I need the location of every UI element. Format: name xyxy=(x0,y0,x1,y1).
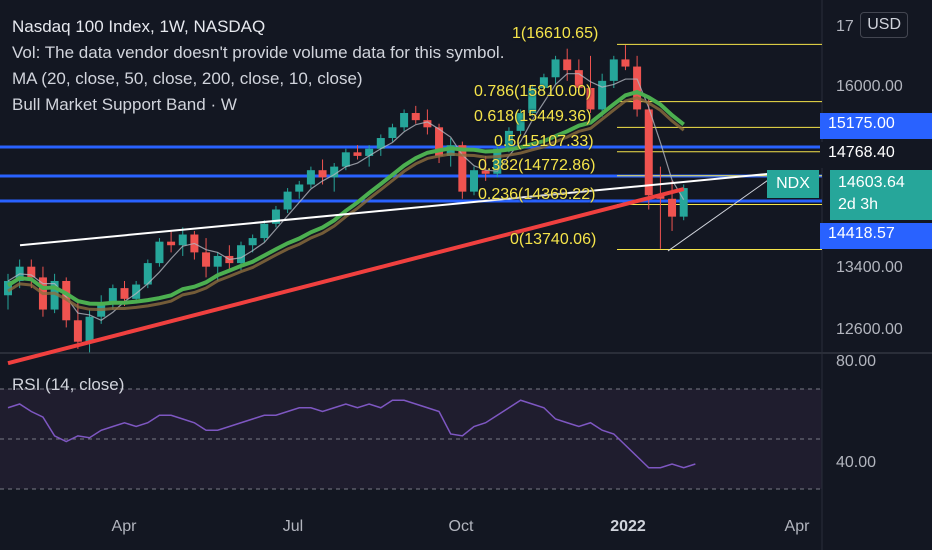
y-tick-3: 80.00 xyxy=(836,353,877,370)
candle-body-26 xyxy=(306,170,315,185)
fib-label-2: 0.618(15449.36) xyxy=(474,108,592,126)
candle-body-37 xyxy=(435,127,444,156)
y-tick-2: 12600.00 xyxy=(836,321,903,338)
fib-label-1: 0.786(15810.00) xyxy=(474,82,592,100)
candle-body-43 xyxy=(504,130,513,149)
candle-body-27 xyxy=(318,170,327,178)
candle-body-0 xyxy=(4,280,12,296)
candle-body-23 xyxy=(271,209,280,224)
candle-body-21 xyxy=(248,238,257,246)
candle-body-6 xyxy=(73,320,82,342)
y-tick-0: 16000.00 xyxy=(836,78,903,95)
currency-button[interactable]: USD xyxy=(860,12,908,38)
x-tick-0: Apr xyxy=(111,518,137,535)
ma-indicator-label[interactable]: MA (20, close, 50, close, 200, close, 10… xyxy=(12,69,363,88)
candle-body-28 xyxy=(330,166,339,178)
y-tick-5: 17 xyxy=(836,18,854,35)
candle-body-41 xyxy=(481,170,490,174)
rsi-indicator-label[interactable]: RSI (14, close) xyxy=(12,375,124,395)
candle-body-57 xyxy=(668,198,677,217)
ma-200-line xyxy=(7,187,685,366)
rsi-line xyxy=(7,399,696,469)
chart-legend: Nasdaq 100 Index, 1W, NASDAQ Vol: The da… xyxy=(12,14,504,118)
fib-label-5: 0.236(14369.22) xyxy=(478,185,596,203)
bar-countdown: 2d 3h xyxy=(838,196,879,213)
rsi-title: RSI (14, close) xyxy=(12,375,125,394)
fib-label-3: 0.5(15107.33) xyxy=(494,132,594,150)
candle-body-7 xyxy=(85,316,94,342)
candle-body-18 xyxy=(213,255,222,267)
candle-body-35 xyxy=(411,113,420,121)
support-band-line-1 xyxy=(6,89,685,306)
fib-label-4: 0.382(14772.86) xyxy=(478,156,596,174)
candle-body-12 xyxy=(143,263,152,285)
level-tag-top[interactable]: 15175.00 xyxy=(820,113,932,139)
candle-body-46 xyxy=(539,77,548,88)
y-tick-1: 13400.00 xyxy=(836,259,903,276)
x-tick-2: Oct xyxy=(448,518,474,535)
current-price-value: 14603.64 xyxy=(838,174,905,191)
candle-body-40 xyxy=(470,170,478,192)
x-tick-4: Apr xyxy=(784,518,810,535)
candle-body-42 xyxy=(493,148,502,174)
candle-body-22 xyxy=(260,223,269,239)
candle-body-15 xyxy=(178,234,187,246)
level-tag-mid[interactable]: 14768.40 xyxy=(820,142,932,168)
candle-body-29 xyxy=(341,152,350,167)
support-band-line-2 xyxy=(7,96,685,312)
candle-body-4 xyxy=(50,280,59,310)
volume-note: Vol: The data vendor doesn't provide vol… xyxy=(12,43,505,62)
x-tick-1: Jul xyxy=(282,518,304,535)
candle-body-2 xyxy=(27,266,36,278)
candle-body-25 xyxy=(295,184,304,192)
x-tick-3: 2022 xyxy=(610,518,646,535)
candle-body-47 xyxy=(551,59,560,78)
candle-body-52 xyxy=(609,59,618,81)
ma-fast-line xyxy=(7,73,685,321)
fib-label-6: 0(13740.06) xyxy=(510,230,597,248)
trendline-wedge xyxy=(667,174,776,252)
candle-body-44 xyxy=(516,113,525,131)
candle-body-58 xyxy=(679,188,688,217)
candle-body-17 xyxy=(202,252,211,267)
candle-body-53 xyxy=(621,59,630,67)
candle-body-36 xyxy=(423,120,432,128)
candle-body-45 xyxy=(528,88,537,114)
candle-body-54 xyxy=(633,66,642,110)
candle-body-14 xyxy=(167,241,176,246)
candle-body-48 xyxy=(563,59,572,71)
symbol-title[interactable]: Nasdaq 100 Index, 1W, NASDAQ xyxy=(12,17,266,36)
candle-body-11 xyxy=(132,284,141,299)
trendline-support xyxy=(19,172,771,247)
candle-body-31 xyxy=(365,148,374,156)
candle-body-49 xyxy=(574,70,583,88)
candle-body-30 xyxy=(353,152,362,156)
candle-body-13 xyxy=(155,241,164,264)
candle-body-51 xyxy=(598,80,607,110)
candle-body-32 xyxy=(376,138,385,149)
candle-body-20 xyxy=(237,245,245,264)
candle-body-50 xyxy=(586,88,595,110)
candle-body-38 xyxy=(446,145,455,156)
candle-body-34 xyxy=(400,113,409,128)
support-band-label[interactable]: Bull Market Support Band · W xyxy=(12,95,237,114)
level-tag-low[interactable]: 14418.57 xyxy=(820,223,932,249)
fib-label-0: 1(16610.65) xyxy=(512,25,599,43)
candle-body-33 xyxy=(388,127,397,139)
candle-body-10 xyxy=(120,288,129,299)
current-price-tag: 14603.64 2d 3h xyxy=(830,170,932,220)
candle-body-9 xyxy=(108,288,117,303)
candle-body-24 xyxy=(283,191,292,210)
symbol-price-tag: NDX xyxy=(767,170,819,198)
y-tick-4: 40.00 xyxy=(836,454,877,471)
candle-body-39 xyxy=(458,145,467,192)
candle-body-55 xyxy=(644,109,653,196)
